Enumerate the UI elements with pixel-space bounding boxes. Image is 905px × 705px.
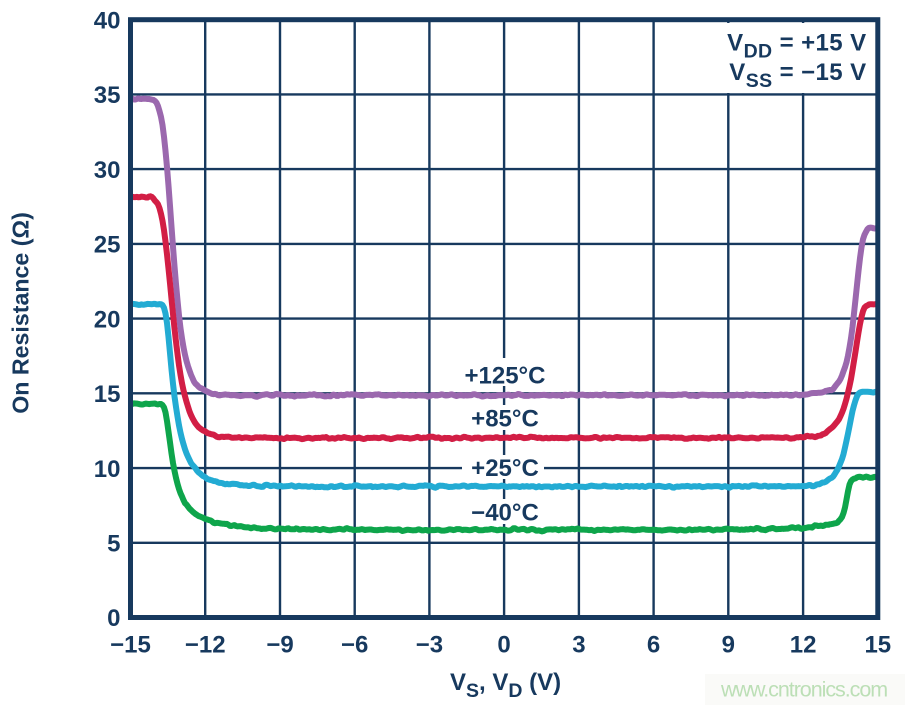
svg-text:10: 10: [94, 456, 121, 483]
svg-text:40: 40: [94, 7, 121, 34]
svg-text:−15: −15: [110, 631, 151, 658]
svg-text:12: 12: [790, 631, 817, 658]
svg-text:25: 25: [94, 232, 121, 259]
svg-text:3: 3: [572, 631, 585, 658]
svg-text:0: 0: [107, 605, 120, 632]
svg-text:35: 35: [94, 82, 121, 109]
svg-text:−12: −12: [185, 631, 226, 658]
svg-text:On Resistance (Ω): On Resistance (Ω): [8, 212, 34, 414]
svg-text:−40°C: −40°C: [471, 500, 539, 527]
svg-text:6: 6: [647, 631, 660, 658]
svg-text:www.cntronics.com: www.cntronics.com: [720, 678, 887, 702]
svg-text:9: 9: [722, 631, 735, 658]
svg-text:−9: −9: [266, 631, 293, 658]
svg-text:15: 15: [94, 381, 121, 408]
svg-text:30: 30: [94, 157, 121, 184]
svg-text:+25°C: +25°C: [471, 455, 539, 482]
svg-text:+125°C: +125°C: [465, 363, 546, 390]
svg-text:−6: −6: [341, 631, 368, 658]
svg-text:+85°C: +85°C: [471, 405, 539, 432]
svg-text:15: 15: [864, 631, 891, 658]
svg-text:20: 20: [94, 306, 121, 333]
svg-text:5: 5: [107, 531, 120, 558]
svg-text:−3: −3: [416, 631, 443, 658]
svg-text:0: 0: [497, 631, 510, 658]
